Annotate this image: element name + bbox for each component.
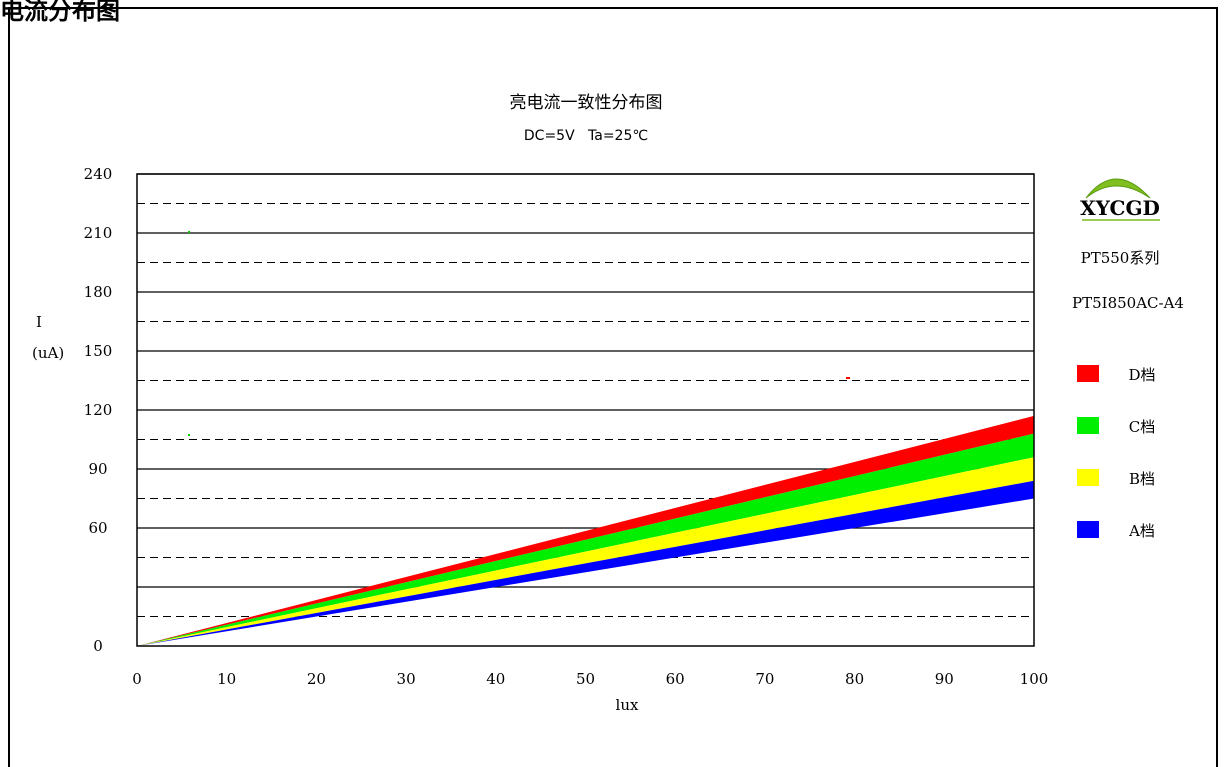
y-tick-label: 0 [93,637,103,655]
y-tick-label: 90 [88,460,107,478]
band-0 [137,415,1034,646]
legend-swatch [1077,469,1099,486]
band-layer [137,415,1034,646]
logo: XYCGD [1080,178,1160,221]
logo-arc-icon [1085,178,1151,199]
y-tick-label: 60 [88,519,107,537]
y-tick-label: 150 [84,342,113,360]
y-axis-unit: (uA) [32,344,64,362]
logo-text: XYCGD [1080,196,1160,220]
legend-swatch [1077,521,1099,538]
model-label: PT5I850AC-A4 [1072,294,1184,312]
x-tick-label: 20 [307,670,326,688]
chart-subtitle: DC=5V Ta=25℃ [524,128,648,144]
y-axis-label: I [36,313,42,331]
logo-underline [1082,219,1160,221]
tick-layer: 0 60 90 120 150 180 210 240 0 10 20 30 40 50 60 70 80 90 1… [84,165,1049,688]
x-tick-label: 40 [486,670,505,688]
x-tick-label: 60 [666,670,685,688]
plot-border [136,173,1035,647]
x-tick-label: 10 [217,670,236,688]
band-1 [137,433,1034,646]
stray-speck [188,231,190,233]
x-tick-label: 0 [132,670,142,688]
chart-frame [8,7,1218,767]
band-2 [137,457,1034,646]
legend-swatch [1077,417,1099,434]
legend-label: D档 [1128,366,1155,384]
series-label: PT550系列 [1081,249,1160,267]
x-axis-label: lux [616,696,639,714]
y-tick-label: 120 [84,401,113,419]
band-3 [137,480,1034,646]
legend-label: B档 [1129,470,1155,488]
y-tick-label: 240 [84,165,113,183]
legend: D档 C档 B档 A档 [1077,365,1156,540]
y-tick-label: 210 [84,224,113,242]
chart-title: 亮电流一致性分布图 [510,93,663,113]
x-tick-label: 90 [935,670,954,688]
x-tick-label: 70 [755,670,774,688]
x-tick-label: 100 [1020,670,1049,688]
y-tick-label: 180 [84,283,113,301]
stray-speck [846,377,850,379]
x-tick-label: 80 [845,670,864,688]
stray-speck [188,434,190,436]
x-tick-label: 30 [397,670,416,688]
page-heading-fragment: 电流分布图 [0,0,120,25]
legend-label: A档 [1128,522,1155,540]
x-tick-label: 50 [576,670,595,688]
legend-swatch [1077,365,1099,382]
legend-label: C档 [1129,418,1155,436]
